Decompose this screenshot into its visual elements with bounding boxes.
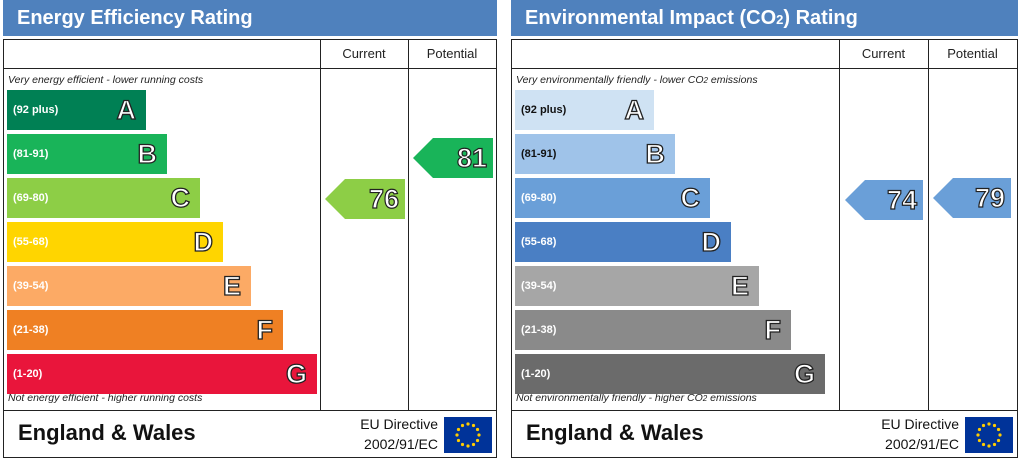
band-range-label: (1-20) [13,368,43,380]
band-range-label: (1-20) [521,368,551,380]
current-rating-value: 74 [886,185,917,216]
rating-band-g: (1-20) G [7,354,317,394]
rating-band-e: (39-54) E [515,266,759,306]
band-letter-label: D [193,226,214,257]
band-range-label: (39-54) [521,280,557,292]
band-letter-label: A [624,94,645,125]
column-header-potential: Potential [947,46,998,61]
band-range-label: (69-80) [521,192,557,204]
band-range-label: (69-80) [13,192,49,204]
eu-flag-icon [965,417,1013,453]
band-letter-label: B [137,138,158,169]
band-letter-label: F [256,314,274,345]
current-rating-arrow: 74 [845,180,923,221]
rating-band-d: (55-68) D [7,222,223,262]
column-header-potential: Potential [426,46,478,61]
eu-flag-icon [444,417,492,453]
band-letter-label: A [116,94,137,125]
band-range-label: (92 plus) [13,104,59,116]
chart-title: Energy Efficiency Rating [3,0,497,36]
energy-efficiency-panel: Energy Efficiency Rating Current Potenti… [3,0,497,460]
band-letter-label: E [222,270,241,301]
chart-title: Environmental Impact (CO2) Rating [511,0,1018,36]
country-label: England & Wales [526,420,704,445]
rating-band-b: (81-91) B [515,134,675,174]
rating-band-g: (1-20) G [515,354,825,394]
bottom-caption: Not environmentally friendly - higher CO… [516,392,757,404]
rating-band-b: (81-91) B [7,134,167,174]
rating-band-e: (39-54) E [7,266,251,306]
current-rating-value: 76 [368,184,399,215]
chart-frame: Current Potential Very environmentally f… [511,39,1018,458]
band-letter-label: G [285,358,307,389]
top-caption: Very environmentally friendly - lower CO… [516,74,758,86]
band-range-label: (55-68) [521,236,557,248]
band-range-label: (81-91) [521,148,557,160]
band-letter-label: G [793,358,815,389]
rating-band-c: (69-80) C [7,178,200,218]
eu-directive-text: EU Directive 2002/91/EC [360,416,438,452]
rating-band-f: (21-38) F [515,310,791,350]
band-letter-label: E [730,270,749,301]
potential-rating-arrow: 79 [933,178,1011,219]
rating-band-a: (92 plus) A [7,90,146,130]
column-header-current: Current [861,46,906,61]
band-range-label: (81-91) [13,148,49,160]
rating-band-d: (55-68) D [515,222,731,262]
rating-band-a: (92 plus) A [515,90,654,130]
eu-directive-text: EU Directive 2002/91/EC [881,416,959,452]
current-rating-arrow: 76 [325,179,405,220]
band-letter-label: D [701,226,722,257]
band-range-label: (21-38) [521,324,557,336]
rating-band-f: (21-38) F [7,310,283,350]
column-header-current: Current [342,46,386,61]
potential-rating-value: 79 [974,183,1005,214]
band-range-label: (21-38) [13,324,49,336]
rating-band-c: (69-80) C [515,178,710,218]
band-letter-label: F [764,314,782,345]
country-label: England & Wales [18,420,196,445]
bottom-caption: Not energy efficient - higher running co… [8,392,203,404]
chart-frame: Current Potential Very energy efficient … [3,39,497,458]
band-letter-label: C [170,182,191,213]
potential-rating-value: 81 [456,142,487,173]
band-letter-label: C [680,182,701,213]
band-range-label: (39-54) [13,280,49,292]
band-range-label: (92 plus) [521,104,567,116]
environmental-impact-panel: Environmental Impact (CO2) Rating Curren… [511,0,1018,460]
band-letter-label: B [645,138,666,169]
potential-rating-arrow: 81 [413,138,493,178]
top-caption: Very energy efficient - lower running co… [8,74,204,86]
band-range-label: (55-68) [13,236,49,248]
